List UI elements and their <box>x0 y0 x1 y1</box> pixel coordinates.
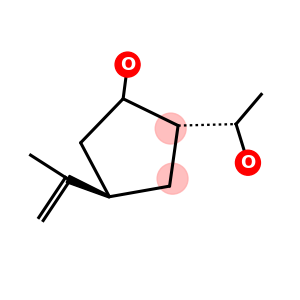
Circle shape <box>115 52 140 77</box>
Circle shape <box>157 163 188 194</box>
Polygon shape <box>66 176 110 198</box>
Text: O: O <box>120 56 135 74</box>
Circle shape <box>236 150 260 175</box>
Text: O: O <box>240 154 256 172</box>
Circle shape <box>155 113 186 144</box>
